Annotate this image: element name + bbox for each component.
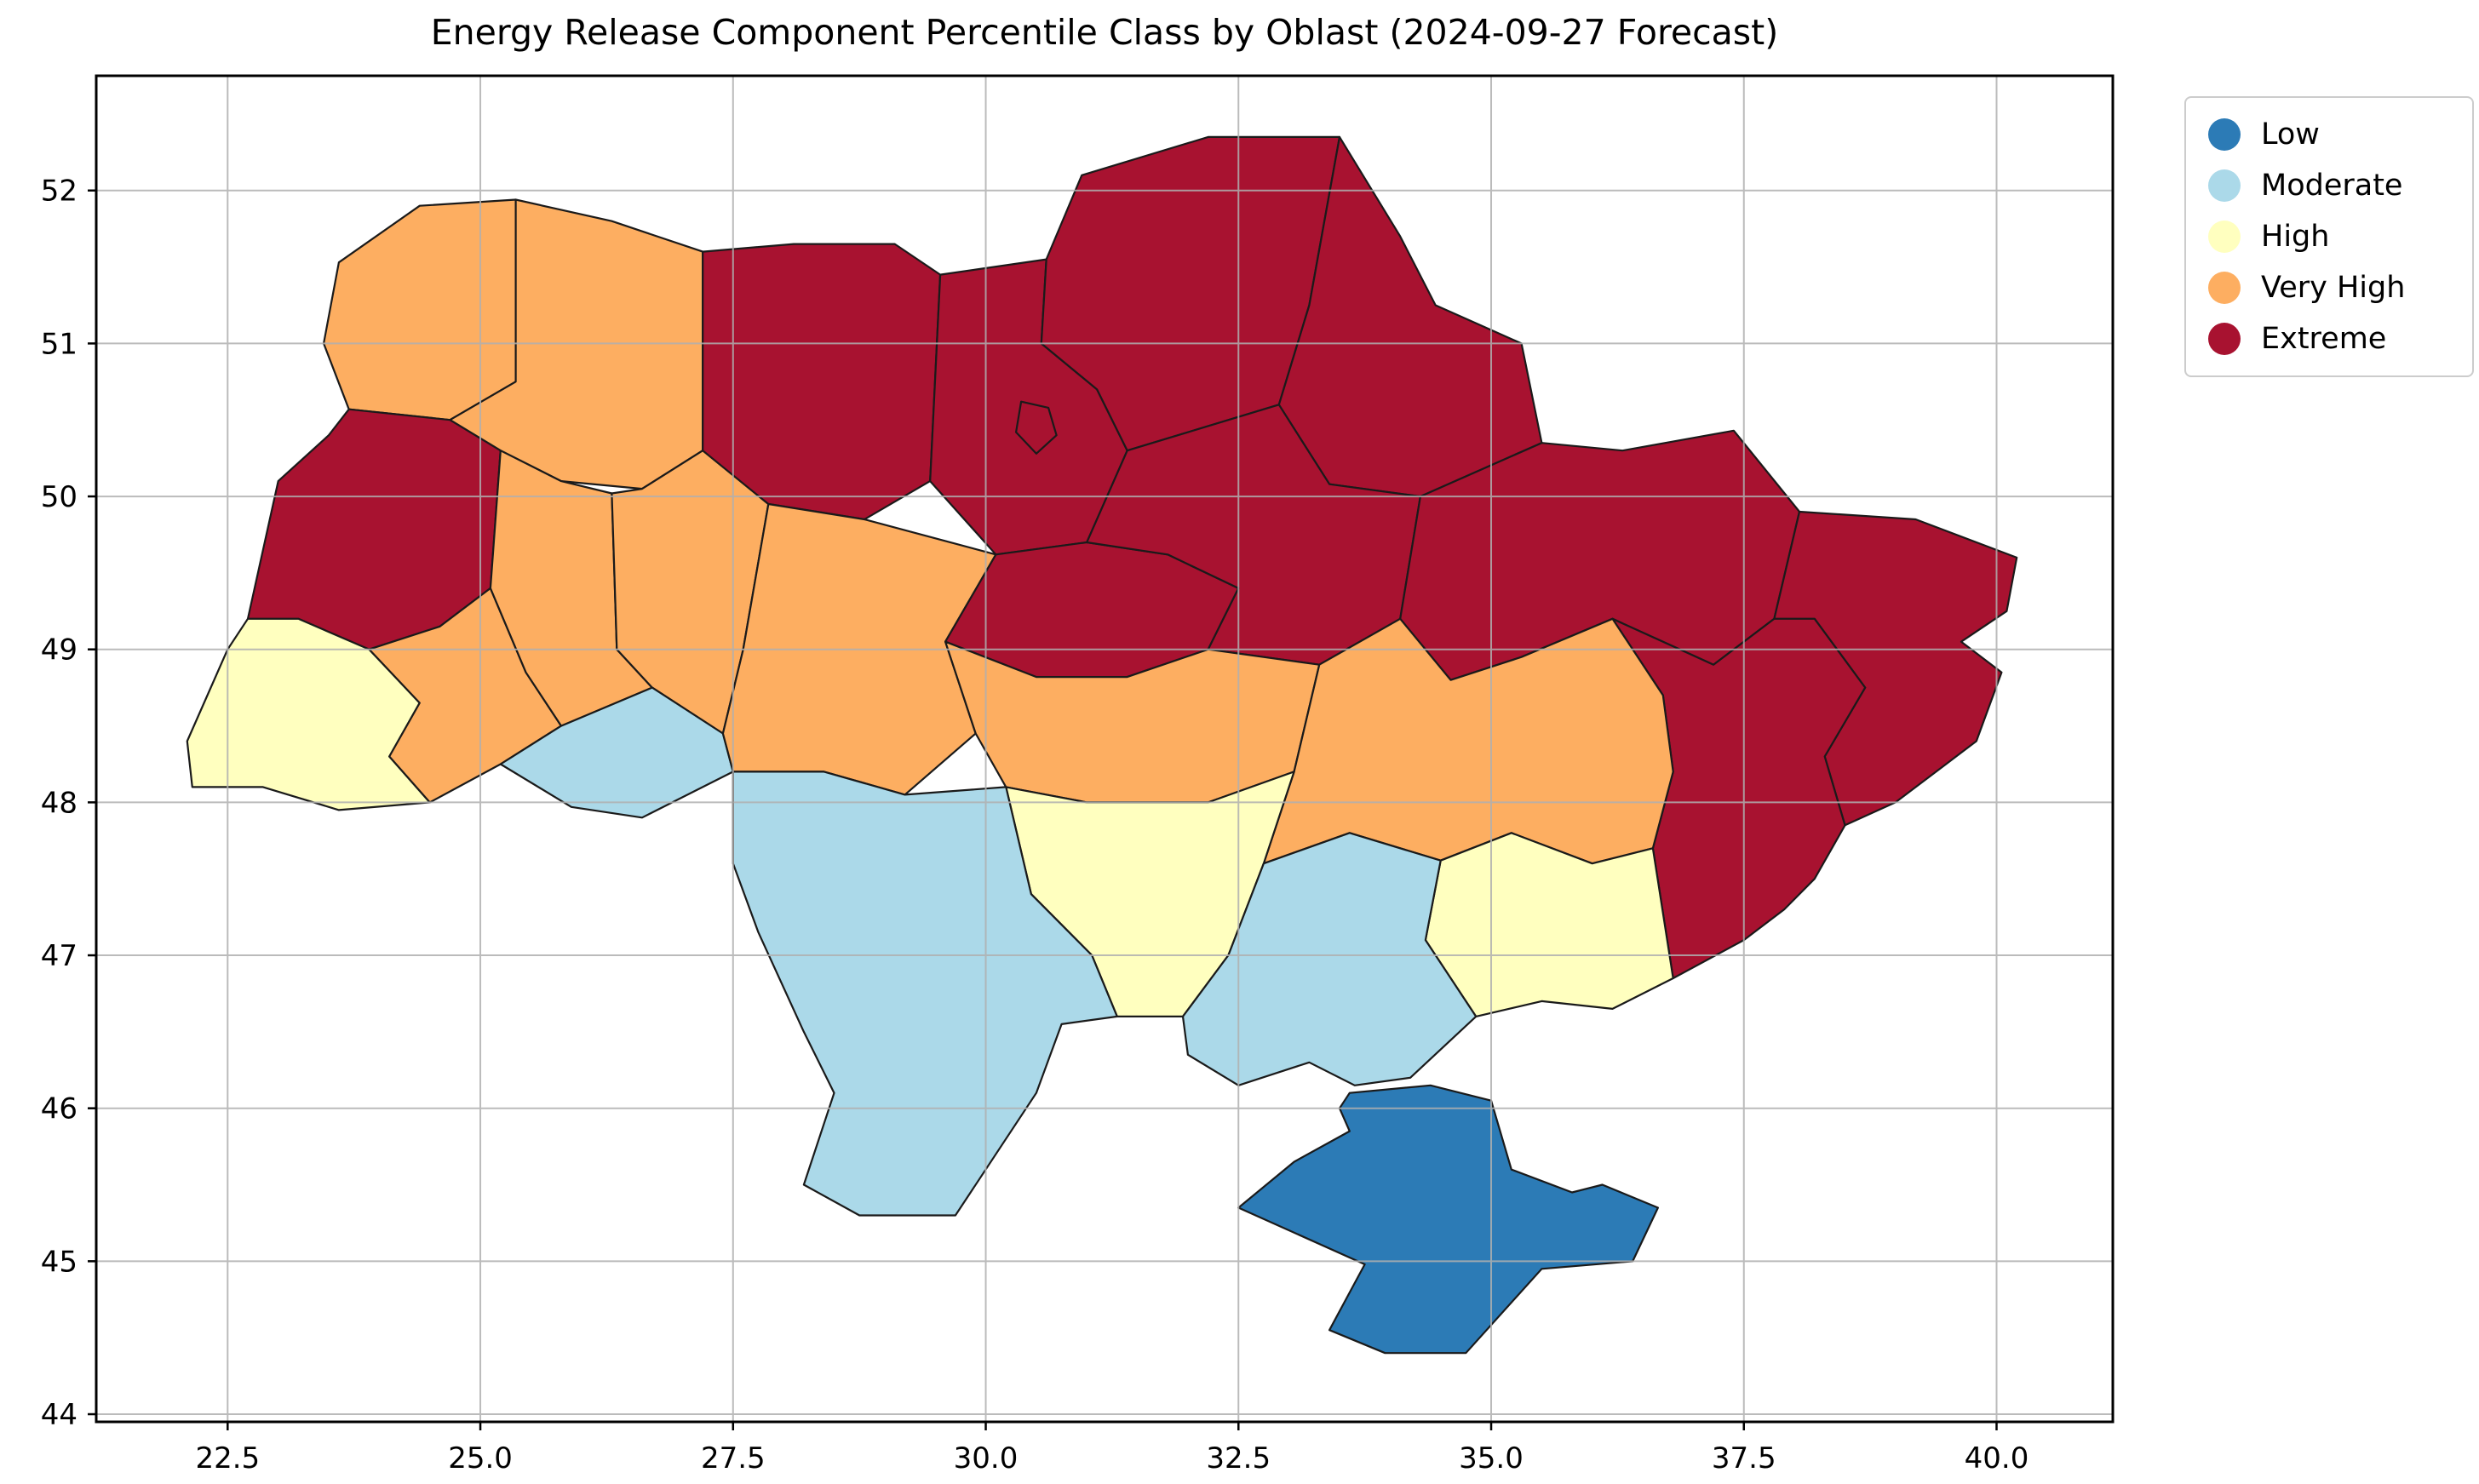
region-odesa: [732, 771, 1118, 1217]
x-tick-label: 32.5: [1206, 1441, 1271, 1475]
region-volyn: [323, 198, 517, 421]
y-tick-label: 49: [41, 633, 77, 668]
oblast-regions: [186, 135, 2018, 1355]
plot-frame: [95, 74, 2115, 1424]
y-tick-label: 45: [41, 1245, 77, 1279]
y-tick-label: 46: [41, 1092, 77, 1126]
legend-box: Low Moderate High Very High Extreme: [2184, 96, 2474, 377]
legend-entry-moderate: Moderate: [2208, 164, 2450, 207]
legend-marker-very-high: [2208, 272, 2241, 304]
region-chernivtsi: [499, 686, 734, 819]
y-tick-label: 50: [41, 480, 77, 514]
x-tick-label: 22.5: [195, 1441, 260, 1475]
y-tick-label: 52: [41, 175, 77, 209]
legend-label-high: High: [2261, 220, 2330, 254]
legend-label-low: Low: [2261, 117, 2320, 152]
x-tick-label: 35.0: [1459, 1441, 1524, 1475]
legend-marker-low: [2208, 118, 2241, 151]
legend-entry-high: High: [2208, 215, 2450, 258]
x-tick-label: 25.0: [448, 1441, 513, 1475]
legend-marker-moderate: [2208, 169, 2241, 202]
region-kherson: [1181, 832, 1478, 1086]
legend-entry-low: Low: [2208, 113, 2450, 156]
y-tick-label: 44: [41, 1398, 77, 1432]
y-tick-label: 48: [41, 786, 77, 820]
grid-lines: [96, 76, 2113, 1422]
legend-entry-extreme: Extreme: [2208, 318, 2450, 360]
axis-tick-labels: 22.5 25.0 27.5 30.0 32.5 35.0 37.5 40.0 44 45 46 47…: [41, 175, 2029, 1475]
legend-label-extreme: Extreme: [2261, 322, 2387, 356]
region-crimea: [1237, 1084, 1660, 1355]
legend-marker-extreme: [2208, 323, 2241, 355]
x-tick-label: 37.5: [1712, 1441, 1776, 1475]
region-zakarpattia: [186, 617, 431, 811]
x-tick-label: 40.0: [1965, 1441, 2029, 1475]
legend-label-very-high: Very High: [2261, 271, 2406, 305]
region-zhytomyr: [702, 243, 942, 521]
legend-entry-very-high: Very High: [2208, 266, 2450, 309]
legend-label-moderate: Moderate: [2261, 169, 2403, 203]
x-tick-label: 30.0: [954, 1441, 1019, 1475]
region-kyiv-city: [1014, 400, 1058, 455]
legend-marker-high: [2208, 221, 2241, 253]
chart-title: Energy Release Component Percentile Clas…: [430, 12, 1779, 53]
y-tick-label: 51: [41, 327, 77, 361]
axis-ticks: [88, 189, 1998, 1430]
region-zaporizhzhia: [1424, 832, 1674, 1018]
x-tick-label: 27.5: [701, 1441, 766, 1475]
y-tick-label: 47: [41, 939, 77, 973]
